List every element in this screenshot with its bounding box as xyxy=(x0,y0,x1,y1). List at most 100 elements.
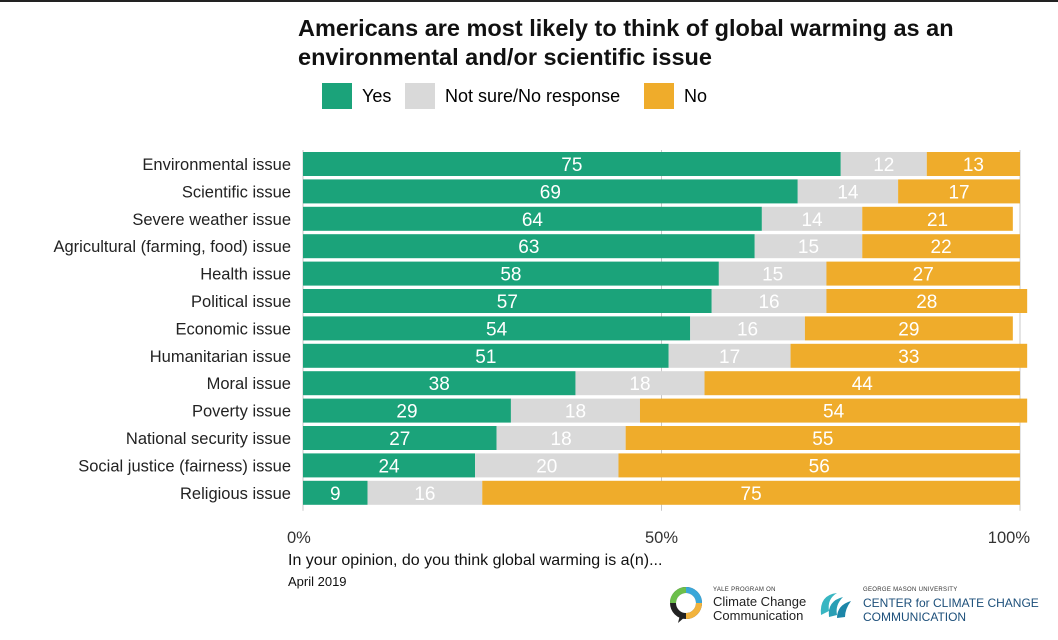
bar-yes xyxy=(303,289,712,313)
category-label: National security issue xyxy=(126,430,291,448)
bar-not-sure-no-response xyxy=(475,453,619,478)
data-label: 12 xyxy=(873,155,894,176)
bar-yes xyxy=(303,453,476,478)
legend-swatch-yes xyxy=(322,83,352,109)
yale-logo-small-text: YALE PROGRAM ON xyxy=(713,587,776,593)
bar-no xyxy=(862,206,1013,231)
category-label: Moral issue xyxy=(207,375,291,393)
bar-not-sure-no-response xyxy=(840,152,927,176)
legend-label-not-sure: Not sure/No response xyxy=(445,86,621,106)
category-label: Health issue xyxy=(200,266,291,284)
category-label: Political issue xyxy=(191,293,291,311)
data-label: 63 xyxy=(518,237,539,258)
data-label: 44 xyxy=(852,374,874,395)
bar-not-sure-no-response xyxy=(367,480,483,505)
legend-swatch-no xyxy=(644,83,674,109)
bar-no xyxy=(482,480,1020,505)
data-label: 58 xyxy=(500,265,521,286)
survey-question: In your opinion, do you think global war… xyxy=(288,552,663,569)
bar-not-sure-no-response xyxy=(496,426,626,450)
survey-date: April 2019 xyxy=(288,574,347,589)
bar-no xyxy=(804,316,1013,341)
data-label: 55 xyxy=(812,429,833,450)
bar-yes xyxy=(303,206,762,231)
gmu-logo-small-text: GEORGE MASON UNIVERSITY xyxy=(863,587,958,593)
data-label: 54 xyxy=(486,319,508,340)
gmu-logo: GEORGE MASON UNIVERSITY CENTER for CLIMA… xyxy=(815,585,1045,630)
category-label: Social justice (fairness) issue xyxy=(78,457,291,475)
data-label: 16 xyxy=(737,319,758,340)
bar-yes xyxy=(303,343,669,368)
bar-no xyxy=(926,152,1020,176)
bar-no xyxy=(639,398,1028,423)
bar-no xyxy=(625,426,1020,450)
yale-logo-text: Climate Change Communication xyxy=(713,595,806,623)
bar-no xyxy=(790,343,1028,368)
data-label: 16 xyxy=(758,292,779,313)
bar-not-sure-no-response xyxy=(711,289,827,313)
gmu-logo-icon xyxy=(820,593,851,618)
category-label: Humanitarian issue xyxy=(150,348,291,366)
yale-logo-icon xyxy=(670,587,702,623)
bar-no xyxy=(862,234,1020,259)
data-label: 16 xyxy=(414,484,435,505)
data-label: 33 xyxy=(898,347,919,368)
data-label: 18 xyxy=(565,402,586,423)
bar-not-sure-no-response xyxy=(754,234,863,259)
bar-yes xyxy=(303,261,719,286)
bar-not-sure-no-response xyxy=(718,261,827,286)
bar-yes xyxy=(303,426,497,450)
bar-no xyxy=(618,453,1020,478)
data-label: 69 xyxy=(540,182,561,203)
top-border xyxy=(0,0,1058,2)
data-label: 27 xyxy=(389,429,410,450)
bar-yes xyxy=(303,152,841,176)
x-tick-label: 50% xyxy=(645,529,678,547)
data-label: 54 xyxy=(823,402,845,423)
category-label: Economic issue xyxy=(175,320,291,338)
chart-title: Americans are most likely to think of gl… xyxy=(298,15,954,70)
data-label: 56 xyxy=(809,456,830,477)
category-label: Agricultural (farming, food) issue xyxy=(53,238,291,256)
category-label: Severe weather issue xyxy=(132,211,291,229)
category-label: Scientific issue xyxy=(182,183,291,201)
category-label: Environmental issue xyxy=(142,156,291,174)
data-label: 18 xyxy=(629,374,650,395)
data-label: 14 xyxy=(837,182,859,203)
bar-yes xyxy=(303,234,755,259)
data-label: 17 xyxy=(719,347,740,368)
gmu-logo-text: CENTER for CLIMATE CHANGE COMMUNICATION xyxy=(863,596,1039,624)
legend-label-no: No xyxy=(684,86,708,106)
data-label: 20 xyxy=(536,456,557,477)
data-label: 18 xyxy=(551,429,572,450)
data-label: 13 xyxy=(963,155,984,176)
data-label: 29 xyxy=(396,402,417,423)
data-label: 27 xyxy=(913,265,934,286)
gmu-logo-line2: COMMUNICATION xyxy=(863,610,967,624)
bar-not-sure-no-response xyxy=(690,316,805,341)
data-label: 75 xyxy=(741,484,762,505)
category-label: Poverty issue xyxy=(192,403,291,421)
bar-no xyxy=(704,371,1020,396)
bar-yes xyxy=(303,316,691,341)
bar-not-sure-no-response xyxy=(668,343,791,368)
category-label: Religious issue xyxy=(180,485,291,503)
bar-no xyxy=(826,261,1020,286)
bar-yes xyxy=(303,480,368,505)
data-label: 28 xyxy=(916,292,937,313)
data-label: 75 xyxy=(561,155,582,176)
bar-not-sure-no-response xyxy=(761,206,863,231)
bar-yes xyxy=(303,371,576,396)
x-tick-label: 100% xyxy=(988,529,1031,547)
bar-not-sure-no-response xyxy=(575,371,705,396)
yale-logo-line1: Climate Change xyxy=(713,594,807,609)
bar-not-sure-no-response xyxy=(510,398,640,423)
bar-not-sure-no-response xyxy=(797,179,899,204)
legend-label-yes: Yes xyxy=(362,86,392,106)
data-label: 51 xyxy=(475,347,496,368)
x-tick-label: 0% xyxy=(287,529,311,547)
data-label: 29 xyxy=(898,319,919,340)
data-label: 15 xyxy=(798,237,819,258)
bar-yes xyxy=(303,398,511,423)
